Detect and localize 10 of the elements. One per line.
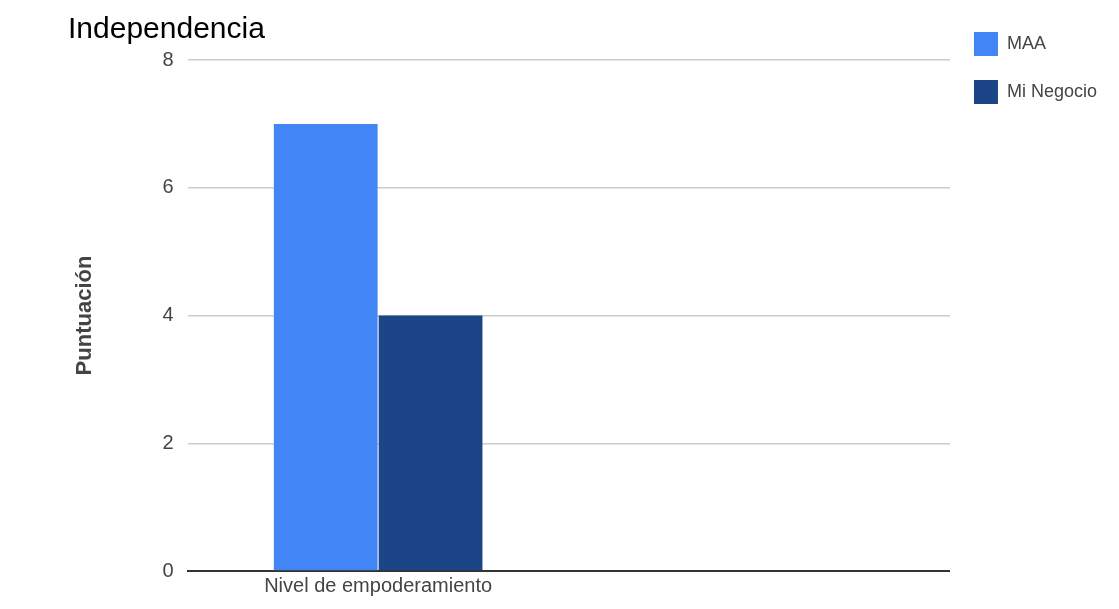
legend-label: Mi Negocio	[1006, 80, 1098, 101]
chart-title: Independencia	[68, 11, 266, 45]
y-tick-label: 0	[162, 558, 174, 581]
y-axis-title: Puntuación	[71, 255, 97, 376]
y-tick-label: 2	[162, 430, 174, 453]
x-tick-label: Nivel de empoderamiento	[264, 573, 493, 596]
y-tick-label: 8	[162, 47, 174, 70]
legend-label: MAA	[1006, 32, 1046, 53]
y-tick-label: 6	[162, 175, 174, 198]
y-tick-label: 4	[162, 303, 174, 326]
